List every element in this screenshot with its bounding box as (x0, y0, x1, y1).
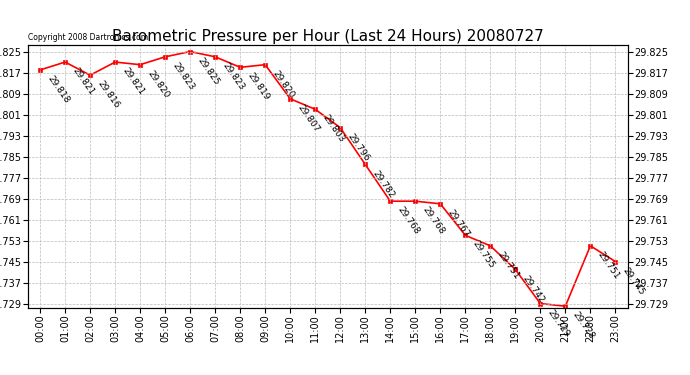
Text: 29.767: 29.767 (446, 208, 471, 239)
Text: 29.755: 29.755 (471, 240, 496, 270)
Title: Barometric Pressure per Hour (Last 24 Hours) 20080727: Barometric Pressure per Hour (Last 24 Ho… (112, 29, 544, 44)
Text: 29.807: 29.807 (296, 103, 322, 134)
Text: 29.796: 29.796 (346, 132, 371, 163)
Text: 29.820: 29.820 (146, 69, 171, 100)
Text: 29.821: 29.821 (121, 66, 146, 97)
Text: 29.820: 29.820 (270, 69, 296, 100)
Text: 29.742: 29.742 (521, 274, 546, 304)
Text: 29.751: 29.751 (496, 250, 522, 281)
Text: 29.821: 29.821 (70, 66, 96, 97)
Text: 29.728: 29.728 (571, 310, 596, 341)
Text: 29.729: 29.729 (546, 308, 571, 339)
Text: 29.823: 29.823 (221, 61, 246, 92)
Text: 29.825: 29.825 (196, 56, 221, 87)
Text: 29.745: 29.745 (621, 266, 647, 297)
Text: 29.782: 29.782 (371, 169, 396, 200)
Text: 29.768: 29.768 (396, 206, 422, 236)
Text: 29.751: 29.751 (596, 250, 622, 281)
Text: Copyright 2008 Dartronics.com: Copyright 2008 Dartronics.com (28, 33, 148, 42)
Text: 29.818: 29.818 (46, 74, 71, 105)
Text: 29.803: 29.803 (321, 114, 346, 144)
Text: 29.768: 29.768 (421, 206, 446, 236)
Text: 29.823: 29.823 (170, 61, 196, 92)
Text: 29.819: 29.819 (246, 72, 271, 102)
Text: 29.816: 29.816 (96, 80, 121, 110)
